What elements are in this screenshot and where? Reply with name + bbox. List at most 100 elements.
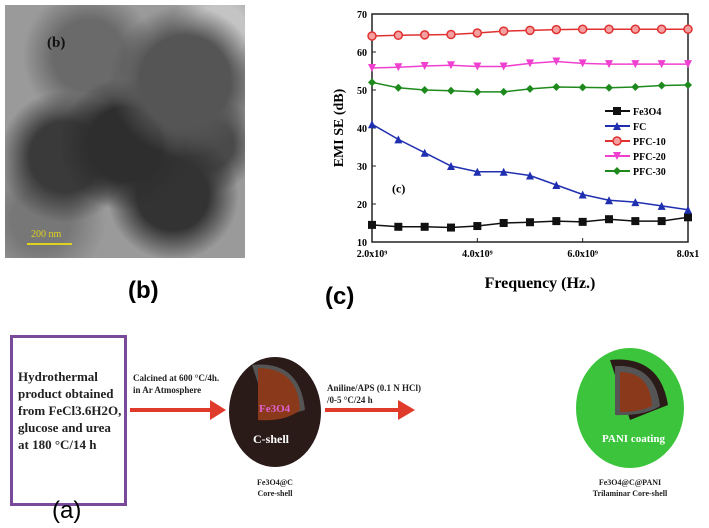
scale-bar: [27, 243, 72, 245]
data-point-PFC-10: [367, 31, 377, 41]
data-point-PFC-30: [499, 87, 508, 96]
core-shell-sphere: [229, 357, 321, 467]
data-point-PFC-20: [552, 57, 561, 66]
x-tick-label: 4.0x10⁹: [462, 249, 493, 260]
y-tick-label: 10: [357, 238, 367, 249]
tem-image: (b) 200 nm: [5, 5, 245, 258]
core-label: Fe3O4: [259, 403, 291, 415]
product1-label: Fe3O4@C Core-shell: [240, 477, 310, 499]
data-point-PFC-10: [630, 24, 641, 34]
x-tick-label: 2.0x10⁹: [357, 249, 388, 260]
box-text-line: glucose and urea: [18, 420, 111, 435]
legend-marker: [612, 136, 622, 146]
data-point-FC: [631, 198, 640, 207]
data-point-PFC-30: [394, 83, 403, 92]
product2-line: Trilaminar Core-shell: [592, 489, 668, 498]
step1-line: Calcined at 600 °C/4h.: [133, 373, 220, 383]
data-point-PFC-20: [473, 62, 482, 71]
arrow-2: [325, 400, 415, 420]
data-point-PFC-20: [526, 59, 534, 68]
scale-bar-label: 200 nm: [31, 229, 62, 240]
legend-marker: [613, 107, 621, 115]
data-point-Fe3O4: [368, 220, 376, 229]
x-axis-label: Frequency (Hz.): [485, 275, 596, 292]
data-point-PFC-10: [498, 26, 509, 36]
data-point-FC: [526, 171, 534, 180]
data-point-PFC-30: [473, 87, 482, 96]
y-tick-label: 30: [357, 162, 367, 173]
data-point-FC: [578, 190, 587, 199]
x-tick-label: 6.0x10⁹: [567, 249, 598, 260]
data-point-PFC-20: [394, 63, 403, 72]
data-point-PFC-30: [447, 86, 455, 95]
step2-line: Aniline/APS (0.1 N HCl): [327, 383, 422, 393]
panel-label-b: (b): [128, 277, 159, 304]
data-point-PFC-20: [631, 60, 640, 69]
data-point-FC: [552, 181, 561, 189]
panel-label-a: (a): [52, 497, 82, 524]
data-point-PFC-30: [684, 81, 692, 90]
box-text-line: product obtained: [18, 386, 114, 401]
data-point-PFC-20: [605, 60, 613, 69]
data-point-Fe3O4: [420, 222, 429, 231]
data-point-Fe3O4: [684, 213, 692, 222]
data-point-Fe3O4: [605, 215, 613, 224]
y-axis-label: EMI SE (dB): [332, 88, 347, 167]
product1-line: Core-shell: [257, 489, 293, 498]
data-point-Fe3O4: [552, 217, 561, 226]
data-point-PFC-30: [552, 82, 561, 91]
x-tick-label: 8.0x1: [677, 249, 700, 260]
data-point-Fe3O4: [473, 222, 482, 231]
data-point-PFC-20: [368, 63, 376, 72]
data-point-Fe3O4: [631, 217, 640, 226]
data-point-FC: [657, 201, 666, 210]
data-point-PFC-10: [683, 24, 693, 34]
data-point-FC: [473, 167, 482, 176]
arrow-1: [130, 400, 226, 420]
emi-chart: 10 20 30 40 50 60 70 2.0x10⁹ 4.0x10⁹ 6.0x10⁹ 8.0x1…: [332, 10, 700, 292]
data-point-PFC-20: [447, 61, 455, 70]
data-point-PFC-10: [656, 24, 667, 34]
y-tick-label: 20: [357, 200, 367, 211]
data-point-PFC-10: [472, 28, 483, 38]
data-point-PFC-20: [578, 59, 587, 68]
data-point-FC: [605, 196, 613, 205]
product2-label: Fe3O4@C@PANI Trilaminar Core-shell: [575, 477, 685, 499]
data-point-PFC-10: [446, 29, 456, 40]
data-point-PFC-30: [368, 78, 376, 87]
data-point-PFC-30: [631, 82, 640, 91]
legend-marker: [613, 167, 621, 175]
data-point-PFC-20: [657, 60, 666, 69]
data-point-PFC-20: [420, 62, 429, 71]
y-tick-label: 70: [357, 10, 367, 21]
data-point-PFC-20: [499, 62, 508, 71]
data-point-Fe3O4: [526, 218, 534, 227]
panel-label-c: (c): [325, 283, 355, 310]
data-point-FC: [684, 205, 692, 214]
data-point-PFC-10: [604, 24, 614, 34]
data-point-FC: [499, 167, 508, 176]
legend-marker: [613, 122, 621, 130]
y-tick-label: 60: [357, 48, 367, 59]
data-point-PFC-30: [605, 83, 613, 92]
data-point-PFC-10: [525, 25, 535, 36]
data-point-PFC-30: [657, 81, 666, 90]
step2-line: /0-5 °C/24 h: [327, 395, 373, 405]
data-point-Fe3O4: [578, 217, 587, 226]
step1-label: Calcined at 600 °C/4h. in Ar Atmosphere: [133, 372, 219, 396]
legend-label: Fe3O4: [633, 107, 661, 118]
legend-label: PFC-10: [633, 137, 666, 148]
coating-label: PANI coating: [602, 433, 666, 445]
data-point-FC: [394, 135, 403, 144]
step1-line: in Ar Atmosphere: [133, 385, 202, 395]
data-point-PFC-20: [684, 60, 692, 69]
data-point-Fe3O4: [447, 223, 455, 232]
data-point-PFC-30: [420, 86, 429, 94]
legend-label: PFC-30: [633, 167, 666, 178]
tem-inset-label: (b): [47, 35, 66, 51]
data-point-PFC-10: [393, 30, 404, 41]
box-text-line: at 180 °C/14 h: [18, 437, 97, 452]
product1-line: Fe3O4@C: [257, 478, 293, 487]
scheme-graphics: [130, 348, 684, 468]
data-point-FC: [447, 162, 455, 170]
